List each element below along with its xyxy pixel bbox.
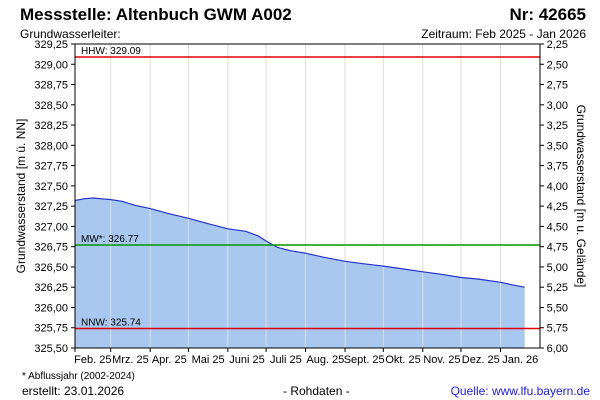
x-tick-label: Mai 25	[192, 354, 225, 366]
y2-tick-label: 5,50	[547, 302, 568, 314]
x-tick-label: Feb. 25	[74, 354, 111, 366]
y2-tick-label: 2,50	[547, 59, 568, 71]
x-tick-label: Mrz. 25	[112, 354, 149, 366]
y2-tick-label: 3,25	[547, 120, 568, 132]
y-tick-label: 328,00	[34, 140, 68, 152]
reference-label: MW*: 326.77	[81, 234, 139, 245]
series-area	[75, 198, 525, 348]
y-tick-label: 325,50	[34, 343, 68, 355]
y-tick-label: 327,25	[34, 201, 68, 213]
y2-tick-label: 2,25	[547, 39, 568, 51]
series-line	[74, 197, 525, 288]
y2-tick-label: 5,25	[547, 282, 568, 294]
x-tick-label: Juli 25	[270, 354, 302, 366]
y-tick-label: 325,75	[34, 323, 68, 335]
y2-tick-label: 4,50	[547, 221, 568, 233]
y-tick-label: 326,50	[34, 262, 68, 274]
y2-tick-label: 4,00	[547, 181, 568, 193]
y2-tick-label: 4,75	[547, 242, 568, 254]
y2-tick-label: 5,00	[547, 262, 568, 274]
x-tick-label: Dez. 25	[462, 354, 500, 366]
y-tick-label: 326,75	[34, 242, 68, 254]
plot-frame	[74, 43, 541, 349]
source-link[interactable]: Quelle: www.lfu.bayern.de	[450, 384, 590, 398]
y-tick-label: 329,00	[34, 59, 68, 71]
x-tick-label: Nov. 25	[423, 354, 460, 366]
created-date: erstellt: 23.01.2026	[22, 384, 125, 398]
x-tick-label: Sept. 25	[344, 354, 385, 366]
x-tick-label: Aug. 25	[306, 354, 344, 366]
y2-tick-label: 3,75	[547, 161, 568, 173]
aquifer-label: Grundwasserleiter:	[20, 27, 121, 41]
station-number: Nr: 42665	[509, 5, 586, 24]
period-label: Zeitraum: Feb 2025 - Jan 2026	[421, 27, 586, 41]
reference-label: NNW: 325.74	[81, 318, 141, 329]
y2-tick-label: 5,75	[547, 323, 568, 335]
y-tick-label: 328,50	[34, 100, 68, 112]
x-tick-label: Juni 25	[229, 354, 264, 366]
y-tick-label: 326,25	[34, 282, 68, 294]
y-tick-label: 328,25	[34, 120, 68, 132]
x-tick-label: Apr. 25	[152, 354, 187, 366]
y2-tick-label: 2,75	[547, 80, 568, 92]
y-tick-label: 328,75	[34, 80, 68, 92]
x-tick-label: Okt. 25	[385, 354, 420, 366]
y-tick-label: 329,25	[34, 39, 68, 51]
y-tick-label: 327,75	[34, 161, 68, 173]
x-tick-label: Jan. 26	[502, 354, 538, 366]
raw-data-label: - Rohdaten -	[283, 384, 350, 398]
y2-tick-label: 3,50	[547, 140, 568, 152]
y2-tick-label: 6,00	[547, 343, 568, 355]
y-tick-label: 327,00	[34, 221, 68, 233]
y2-axis-title: Grundwasserstand [m u. Gelände]	[574, 105, 588, 288]
page-title: Messstelle: Altenbuch GWM A002	[20, 5, 292, 24]
footnote-runoff-year: * Abflussjahr (2002-2024)	[22, 371, 135, 382]
reference-label: HHW: 329.09	[81, 46, 141, 57]
y-tick-label: 326,00	[34, 302, 68, 314]
y2-tick-label: 3,00	[547, 100, 568, 112]
y2-tick-label: 4,25	[547, 201, 568, 213]
y-axis-title: Grundwasserstand [m ü. NN]	[14, 119, 28, 274]
y-tick-label: 327,50	[34, 181, 68, 193]
